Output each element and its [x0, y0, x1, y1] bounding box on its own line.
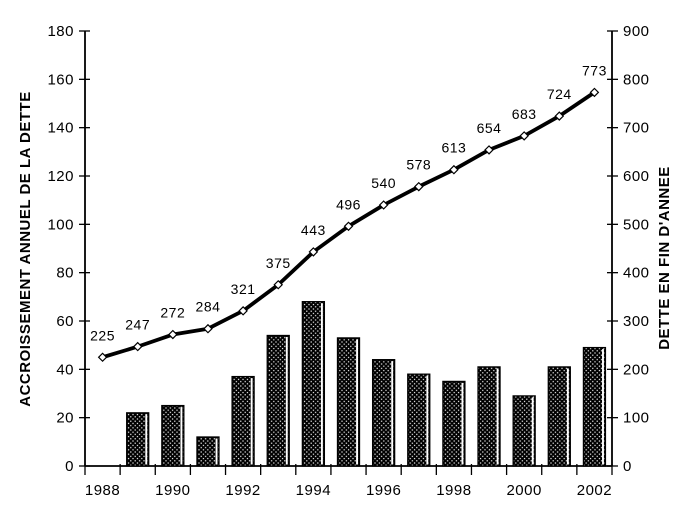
- line-marker-1990: [168, 329, 178, 340]
- bar-highlight: [566, 368, 569, 465]
- left-axis-tick-label: 20: [56, 410, 74, 427]
- bar-1994: [301, 301, 326, 467]
- bar-1996: [371, 359, 396, 467]
- bar-1989: [126, 412, 150, 467]
- data-label-1993: 375: [266, 255, 291, 271]
- x-axis-label-1988: 1988: [85, 482, 120, 499]
- data-label-1988: 225: [90, 327, 115, 343]
- line-marker-1999: [484, 145, 494, 155]
- bar-1999: [477, 366, 501, 467]
- left-axis-tick-label: 160: [47, 71, 74, 88]
- right-axis-tick-label: 900: [623, 23, 650, 40]
- right-axis-tick-label: 600: [623, 168, 650, 185]
- bar-highlight: [250, 378, 253, 465]
- right-axis-tick-label: 700: [623, 120, 650, 137]
- x-axis-label-1990: 1990: [155, 482, 190, 499]
- line-data-labels: 225 247 272 284 321 375 443 496 540 578 613 654 683 7…: [90, 62, 607, 343]
- data-label-1989: 247: [125, 317, 150, 333]
- line-marker-2000: [519, 131, 529, 141]
- bar-1997: [407, 373, 431, 467]
- x-axis-label-2002: 2002: [577, 482, 612, 499]
- bar-1991: [196, 436, 220, 467]
- bar-highlight: [356, 339, 358, 465]
- line-marker-1989: [132, 341, 143, 352]
- left-axis-tick-label: 140: [47, 120, 74, 137]
- bar-highlight: [461, 382, 464, 465]
- line-marker-1991: [203, 323, 213, 334]
- data-label-1992: 321: [231, 281, 256, 297]
- line-marker-1996: [378, 200, 389, 210]
- x-axis-label-1996: 1996: [366, 482, 401, 499]
- data-label-1995: 496: [336, 196, 361, 212]
- bar-1992: [231, 375, 255, 467]
- data-label-1999: 654: [477, 120, 502, 136]
- bar-highlight: [215, 438, 218, 465]
- line-marker-1995: [343, 221, 354, 232]
- x-axis-label-1994: 1994: [296, 482, 331, 499]
- bar-2000: [512, 395, 536, 467]
- bar-2001: [547, 366, 571, 467]
- data-label-1994: 443: [301, 222, 326, 238]
- left-axis-tick-label: 180: [47, 23, 74, 40]
- x-axis-label-2000: 2000: [506, 482, 541, 499]
- line-marker-1994: [308, 247, 319, 257]
- left-axis-tick-label: 120: [47, 168, 74, 185]
- left-axis-tick-label: 100: [47, 216, 74, 233]
- bar-highlight: [531, 397, 534, 465]
- right-axis-tick-label: 200: [623, 361, 650, 378]
- data-label-1997: 578: [406, 157, 431, 173]
- bar-highlight: [496, 368, 499, 465]
- data-label-1998: 613: [441, 140, 466, 156]
- data-label-2000: 683: [512, 106, 537, 122]
- axis-ticks: [79, 30, 618, 475]
- line-marker-2001: [554, 111, 565, 121]
- line-marker-1992: [238, 306, 248, 316]
- data-label-2002: 773: [582, 62, 607, 78]
- bar-highlight: [426, 375, 429, 465]
- data-label-1991: 284: [196, 299, 221, 315]
- data-label-1996: 540: [371, 175, 396, 191]
- bar-series: [126, 301, 607, 467]
- bar-highlight: [320, 303, 323, 465]
- bar-1990: [161, 404, 185, 467]
- line-marker-1998: [449, 164, 459, 175]
- right-axis-tick-label: 500: [623, 216, 650, 233]
- bar-highlight: [145, 414, 148, 465]
- bar-highlight: [180, 407, 183, 465]
- axis-titles: ACCROISSEMENT ANNUEL DE LA DETTE DETTE EN…: [17, 91, 673, 406]
- left-axis-tick-label: 0: [65, 458, 74, 475]
- bar-1995: [336, 337, 361, 467]
- x-axis-label-1998: 1998: [436, 482, 471, 499]
- right-axis-tick-label: 800: [623, 71, 650, 88]
- line-marker-2002: [589, 87, 600, 98]
- bar-1998: [442, 380, 466, 467]
- bar-2002: [582, 346, 607, 467]
- right-axis-title: DETTE EN FIN D'ANNEE: [656, 166, 673, 350]
- right-axis-tick-label: 100: [623, 410, 650, 427]
- right-axis-tick-label: 300: [623, 313, 650, 330]
- line-markers: [97, 87, 600, 363]
- left-axis-tick-label: 80: [56, 265, 74, 282]
- data-label-2001: 724: [547, 86, 572, 102]
- right-axis-tick-label: 400: [623, 265, 650, 282]
- line-marker-1988: [97, 352, 108, 363]
- bar-highlight: [285, 337, 288, 465]
- data-label-1990: 272: [160, 305, 185, 321]
- x-axis-label-1992: 1992: [225, 482, 260, 499]
- right-axis-tick-label: 0: [623, 458, 632, 475]
- bar-1993: [266, 334, 290, 467]
- axis-tick-labels: 0 20 40 60 80 100 120 140 160 180 0 100 200 300 400 500…: [47, 23, 649, 499]
- left-axis-title: ACCROISSEMENT ANNUEL DE LA DETTE: [17, 91, 34, 406]
- bar-highlight: [602, 349, 604, 465]
- line-marker-1993: [273, 279, 284, 290]
- line-marker-1997: [413, 181, 424, 192]
- left-axis-tick-label: 60: [56, 313, 74, 330]
- bar-highlight: [391, 361, 394, 465]
- left-axis-tick-label: 40: [56, 361, 74, 378]
